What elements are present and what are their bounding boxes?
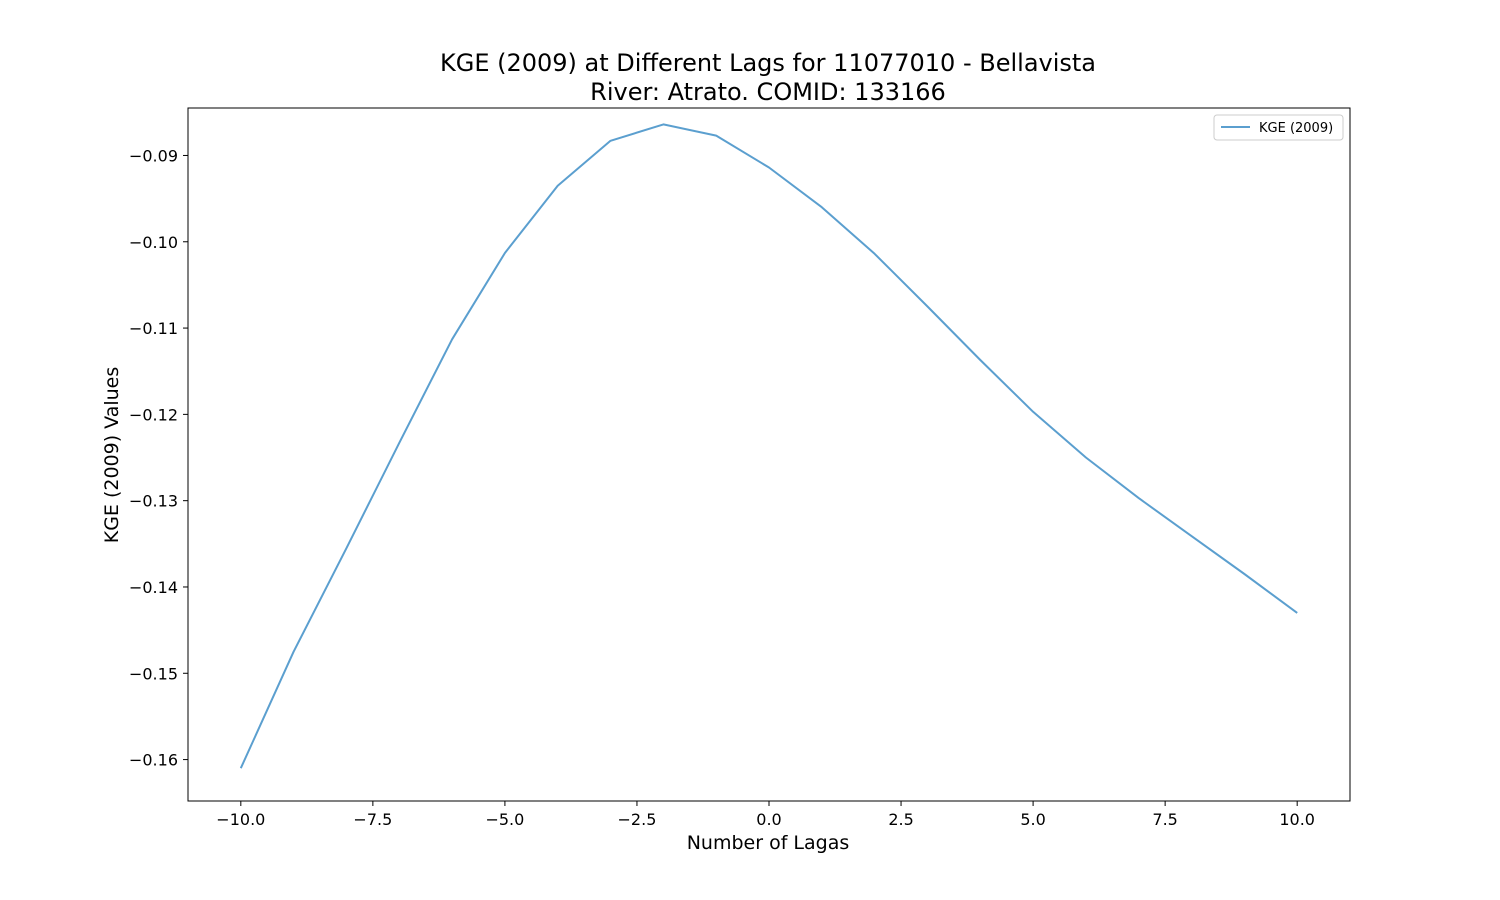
chart-title-line1: KGE (2009) at Different Lags for 1107701… (440, 49, 1096, 77)
x-tick-label: 10.0 (1279, 810, 1315, 829)
series-layer (239, 123, 1298, 769)
y-tick-label: −0.10 (129, 233, 178, 252)
series-line-kge-2009 (239, 123, 1298, 769)
x-tick-label: 7.5 (1152, 810, 1177, 829)
x-tick-label: −5.0 (485, 810, 524, 829)
y-tick-label: −0.16 (129, 751, 178, 770)
legend-label-kge-2009: KGE (2009) (1259, 121, 1333, 136)
x-tick-label: −10.0 (216, 810, 265, 829)
y-axis-ticks: −0.16 −0.15 −0.14 −0.13 −0.12 −0.11 −0.10 −0.09 (129, 146, 188, 770)
x-tick-label: 2.5 (888, 810, 913, 829)
x-tick-label: −2.5 (618, 810, 657, 829)
x-tick-label: −7.5 (353, 810, 392, 829)
legend: KGE (2009) (1213, 114, 1344, 141)
y-tick-label: −0.11 (129, 319, 178, 338)
chart-title-line2: River: Atrato. COMID: 133166 (590, 78, 946, 106)
y-tick-label: −0.15 (129, 664, 178, 683)
plot-frame (187, 107, 1351, 802)
x-axis-ticks: −10.0 −7.5 −5.0 −2.5 0.0 2.5 5.0 7.5 10.0 (216, 801, 1315, 829)
y-tick-label: −0.12 (129, 405, 178, 424)
legend-box (1213, 114, 1344, 141)
x-tick-label: 0.0 (756, 810, 781, 829)
x-tick-label: 5.0 (1020, 810, 1045, 829)
y-axis-label: KGE (2009) Values (101, 367, 123, 544)
y-tick-label: −0.14 (129, 578, 178, 597)
x-axis-label: Number of Lagas (687, 832, 850, 854)
y-tick-label: −0.09 (129, 146, 178, 165)
y-tick-label: −0.13 (129, 492, 178, 511)
